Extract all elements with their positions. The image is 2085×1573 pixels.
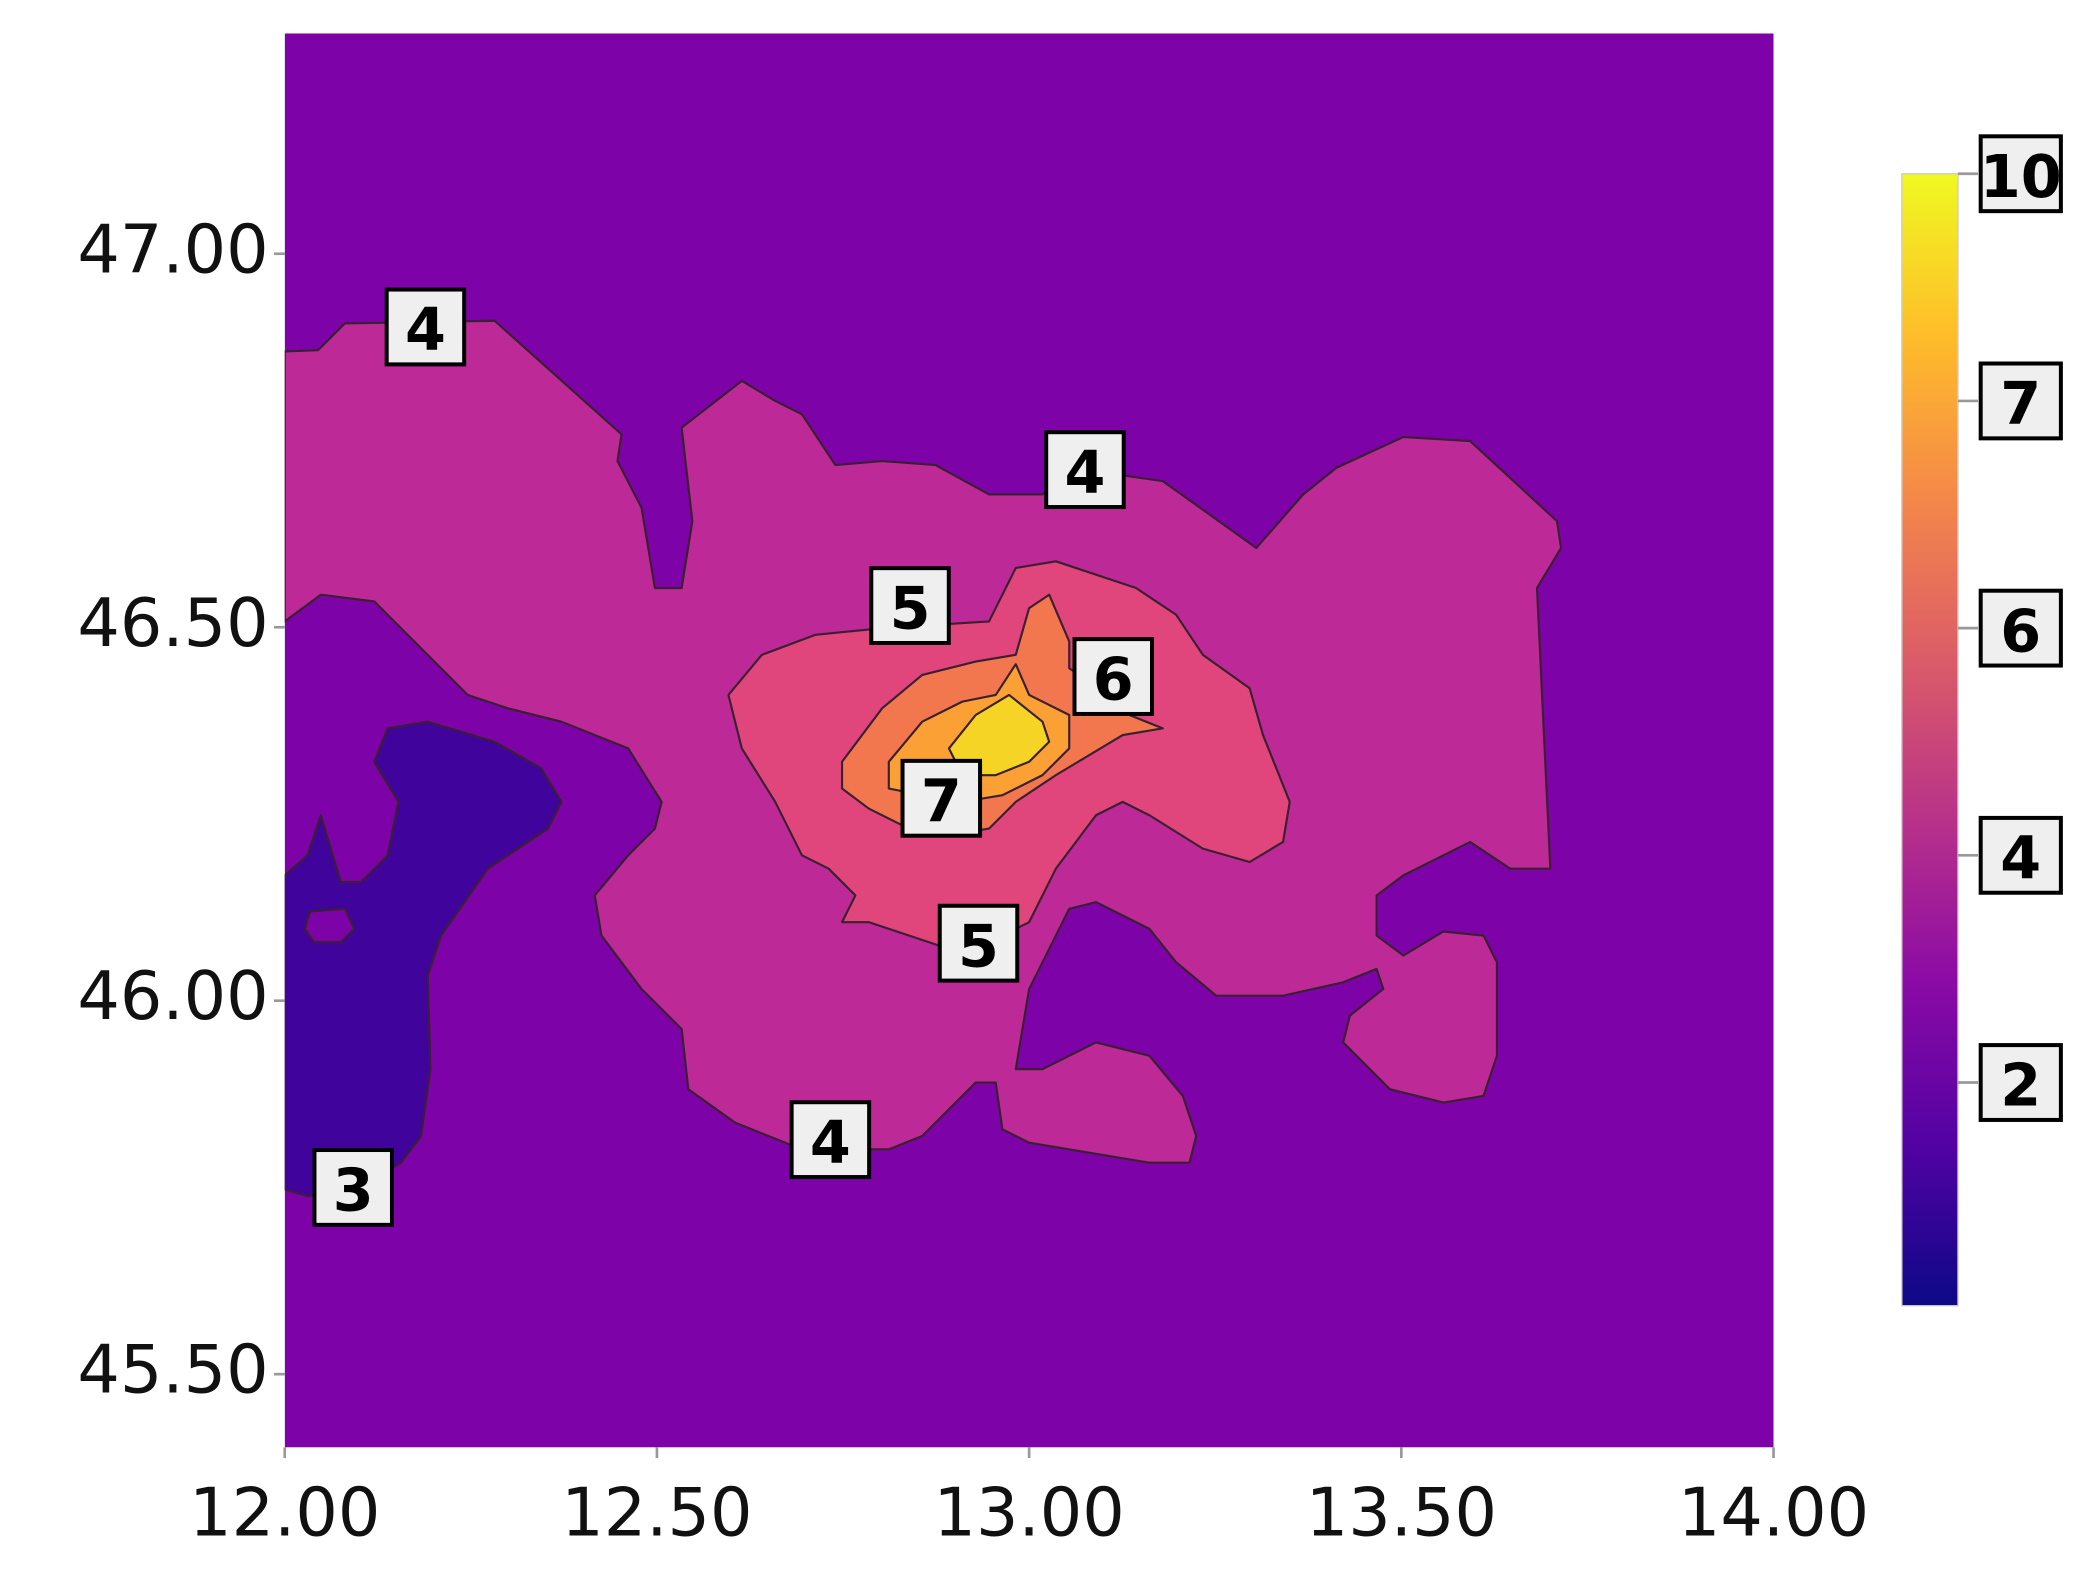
- colorbar-label: 10: [1980, 142, 2062, 211]
- y-tick-label: 46.50: [77, 584, 268, 662]
- x-tick-label: 12.00: [189, 1473, 380, 1551]
- colorbar-label-box: [1978, 588, 2063, 668]
- contour-label-box: [937, 903, 1020, 983]
- contour-label: 3: [333, 1156, 374, 1225]
- x-tick-label: 12.50: [561, 1473, 752, 1551]
- contour-label: 5: [958, 911, 999, 980]
- contour-label: 4: [1065, 438, 1106, 507]
- x-tick-label: 14.00: [1678, 1473, 1869, 1551]
- contour-label-box: [900, 758, 983, 838]
- contour-label: 4: [405, 295, 446, 364]
- contour-label-box: [869, 566, 951, 645]
- x-tick-label: 13.00: [933, 1473, 1124, 1551]
- colorbar-label-box: [1978, 134, 2063, 214]
- colorbar-label: 4: [2000, 824, 2041, 893]
- colorbar-label-box: [1978, 361, 2063, 441]
- contour-field: [284, 33, 1774, 1448]
- contour-label: 4: [810, 1108, 851, 1177]
- contour-label: 6: [1093, 645, 1134, 714]
- colorbar-label: 2: [2000, 1051, 2041, 1120]
- y-tick-label: 45.50: [77, 1331, 268, 1409]
- contour-label: 5: [890, 574, 931, 643]
- colorbar-label: 7: [2000, 369, 2041, 438]
- x-tick-label: 13.50: [1306, 1473, 1497, 1551]
- y-tick-label: 47.00: [77, 210, 268, 288]
- contour-label-box: [312, 1148, 394, 1227]
- contour-label-box: [789, 1100, 872, 1180]
- colorbar-label-box: [1978, 1043, 2063, 1122]
- colorbar: [1901, 173, 1959, 1307]
- y-tick-label: 46.00: [77, 957, 268, 1035]
- contour-region: [303, 907, 356, 944]
- contour-label-box: [1044, 430, 1126, 510]
- contour-region: [284, 720, 563, 1198]
- contour-label-box: [1072, 637, 1155, 716]
- colorbar-label: 6: [2000, 596, 2041, 665]
- contour-label-box: [384, 287, 467, 367]
- colorbar-label-box: [1978, 815, 2063, 895]
- contour-label: 7: [921, 766, 962, 835]
